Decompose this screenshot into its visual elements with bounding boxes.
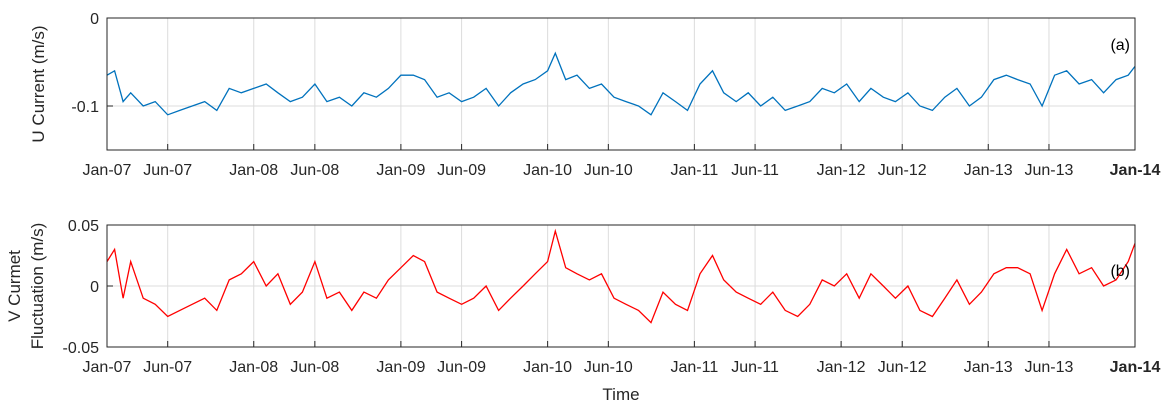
panel-b-x-axis-label: Time [602, 385, 639, 404]
x-tick-label: Jun-13 [1025, 359, 1074, 376]
y-tick-label: -0.05 [63, 340, 100, 357]
x-tick-label: Jan-13 [964, 359, 1013, 376]
x-tick-label: Jun-07 [143, 162, 192, 179]
x-tick-label: Jun-12 [878, 162, 927, 179]
panel-a-series-line [106, 51, 1136, 116]
x-tick-label: Jun-09 [437, 359, 486, 376]
panel-a-ticks: Jan-07 Jun-07 Jan-08 Jun-08 Jan-09 Jun-09 Jan-… [71, 11, 1160, 179]
x-tick-label: Jun-07 [143, 359, 192, 376]
panel-b-v-fluctuation: Jan-07 Jun-07 Jan-08 Jun-08 Jan-09 Jun-09 Jan-… [5, 218, 1160, 404]
panel-b-grid [106, 224, 1136, 348]
panel-b-y-axis-label-line1: V Curmet [5, 250, 24, 322]
x-tick-label: Jan-12 [817, 359, 866, 376]
x-tick-label: Jun-12 [878, 359, 927, 376]
x-tick-label: Jun-09 [437, 162, 486, 179]
panel-a-u-current: Jan-07 Jun-07 Jan-08 Jun-08 Jan-09 Jun-09 Jan-… [29, 11, 1160, 179]
y-tick-label: 0 [90, 11, 99, 28]
x-tick-label: Jun-10 [584, 359, 633, 376]
x-tick-label: Jan-10 [523, 359, 572, 376]
x-tick-label: Jan-11 [671, 162, 719, 179]
x-tick-label: Jun-11 [731, 359, 779, 376]
panel-a-y-axis-label: U Current (m/s) [29, 25, 48, 142]
x-tick-label: Jan-08 [229, 162, 278, 179]
x-tick-label: Jun-13 [1025, 162, 1074, 179]
x-tick-label: Jan-09 [376, 162, 425, 179]
y-tick-label: 0 [90, 279, 99, 296]
panel-b-ticks: Jan-07 Jun-07 Jan-08 Jun-08 Jan-09 Jun-09 Jan-… [63, 218, 1161, 376]
panel-a-axes-box [106, 17, 1136, 151]
panel-b-series-line [106, 228, 1136, 324]
x-tick-label: Jan-08 [229, 359, 278, 376]
x-tick-label: Jan-12 [817, 162, 866, 179]
panel-a-grid [106, 17, 1136, 150]
x-tick-label: Jan-07 [83, 359, 132, 376]
x-tick-label: Jan-13 [964, 162, 1013, 179]
x-tick-label: Jun-08 [290, 359, 339, 376]
x-tick-label: Jan-11 [671, 359, 719, 376]
panel-a-tag: (a) [1110, 37, 1130, 54]
x-tick-label: Jan-14 [1110, 359, 1161, 376]
x-tick-label: Jun-08 [290, 162, 339, 179]
x-tick-label: Jan-10 [523, 162, 572, 179]
x-tick-label: Jun-11 [731, 162, 779, 179]
y-tick-label: 0.05 [68, 218, 99, 235]
panel-b-y-axis-label-line2: Fluctuation (m/s) [28, 223, 47, 350]
x-tick-label: Jan-14 [1110, 162, 1161, 179]
x-tick-label: Jun-10 [584, 162, 633, 179]
x-tick-label: Jan-09 [376, 359, 425, 376]
x-tick-label: Jan-07 [83, 162, 132, 179]
panel-b-tag: (b) [1110, 263, 1130, 280]
y-tick-label: -0.1 [71, 99, 99, 116]
